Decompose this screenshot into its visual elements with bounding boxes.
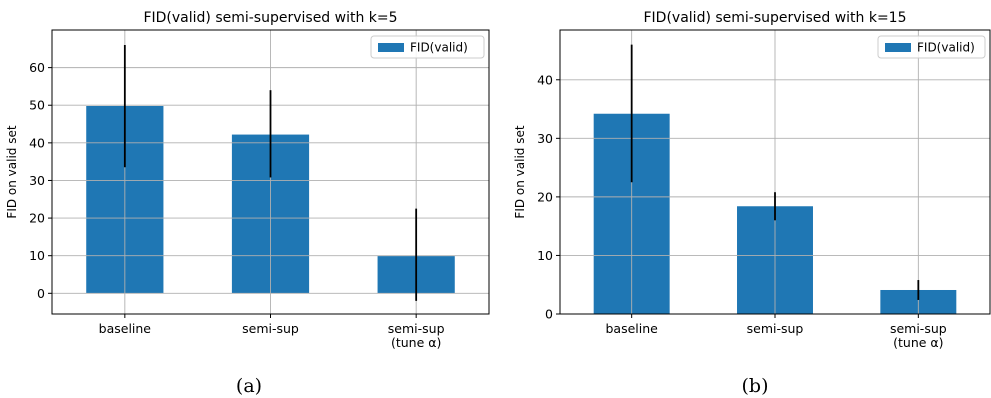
x-tick-label: (tune α) <box>893 335 943 350</box>
y-tick-label: 0 <box>37 286 45 301</box>
x-tick-label: baseline <box>99 321 152 336</box>
chart-title: FID(valid) semi-supervised with k=15 <box>644 10 907 26</box>
figure-caption: (a) <box>236 375 262 397</box>
y-tick-label: 30 <box>537 131 553 146</box>
y-tick-label: 10 <box>29 248 45 263</box>
legend: FID(valid) <box>877 35 986 59</box>
x-tick-label: semi-sup <box>388 321 445 336</box>
legend-box <box>877 35 986 59</box>
y-tick-label: 50 <box>29 98 45 113</box>
y-tick-label: 30 <box>29 173 45 188</box>
y-tick-label: 10 <box>537 248 553 263</box>
legend-label: FID(valid) <box>410 41 468 55</box>
x-tick-label: semi-sup <box>747 321 804 336</box>
legend-box <box>370 35 485 59</box>
x-tick-label: (tune α) <box>391 335 441 350</box>
legend-label: FID(valid) <box>917 41 975 55</box>
figure-caption: (b) <box>742 375 769 397</box>
x-tick-label: semi-sup <box>890 321 947 336</box>
y-tick-label: 60 <box>29 60 45 75</box>
legend-swatch <box>378 43 404 52</box>
chart-title: FID(valid) semi-supervised with k=5 <box>143 10 397 26</box>
y-tick-label: 0 <box>545 307 553 322</box>
legend: FID(valid) <box>370 35 485 59</box>
y-tick-label: 20 <box>537 189 553 204</box>
x-tick-label: semi-sup <box>242 321 299 336</box>
y-tick-label: 40 <box>537 72 553 87</box>
y-axis-label: FID on valid set <box>5 125 19 218</box>
legend-swatch <box>885 43 911 52</box>
y-axis-label: FID on valid set <box>513 125 527 218</box>
y-tick-label: 40 <box>29 135 45 150</box>
x-tick-label: baseline <box>605 321 658 336</box>
y-tick-label: 20 <box>29 211 45 226</box>
